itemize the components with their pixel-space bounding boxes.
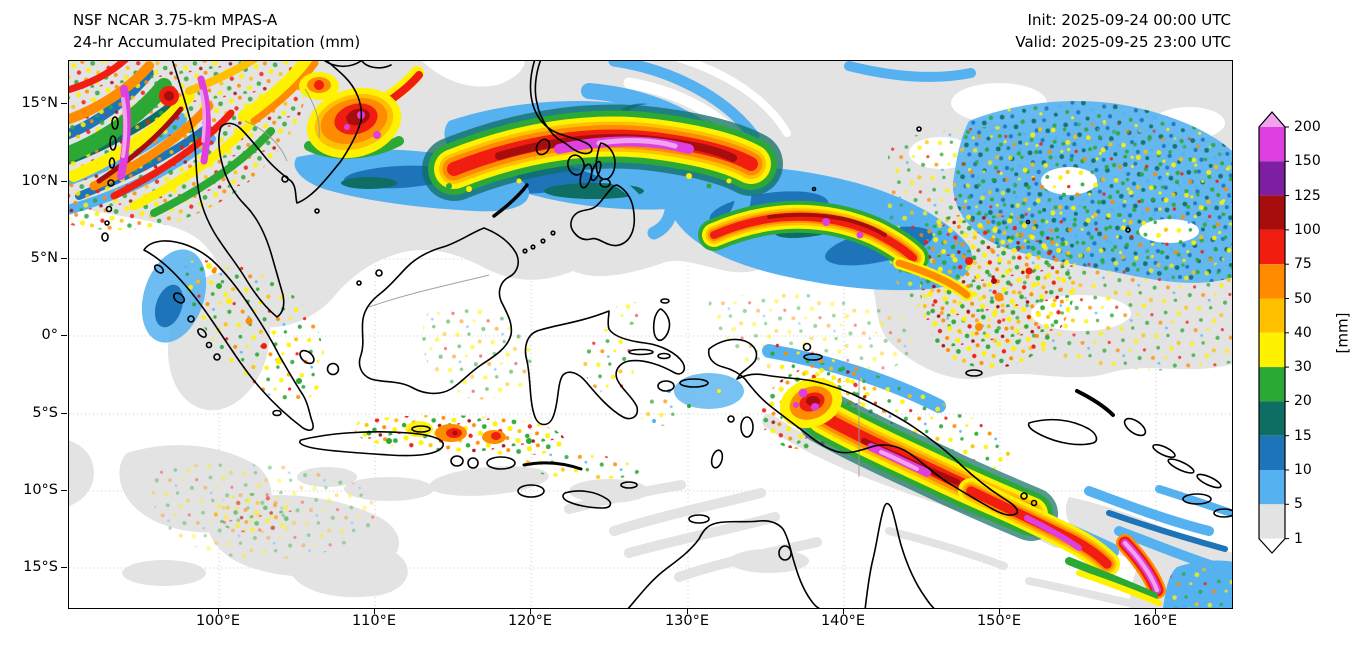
colorbar-tick-label: 125: [1294, 188, 1321, 204]
colorbar-tick-label: 150: [1294, 153, 1321, 169]
colorbar-tick-label: 100: [1294, 222, 1321, 238]
lat-tick-label: 15°N: [21, 95, 58, 111]
x-tick: [1155, 608, 1156, 614]
model-title: NSF NCAR 3.75-km MPAS-A: [73, 11, 278, 29]
country-borders: [244, 88, 860, 477]
colorbar-tick-label: 30: [1294, 359, 1312, 375]
map-axes: [68, 60, 1233, 609]
y-tick: [61, 258, 67, 259]
x-tick: [843, 608, 844, 614]
y-tick: [61, 181, 67, 182]
colorbar-tick-label: 15: [1294, 428, 1312, 444]
title-block: NSF NCAR 3.75-km MPAS-A 24-hr Accumulate…: [73, 9, 360, 53]
plot-title: 24-hr Accumulated Precipitation (mm): [73, 33, 361, 51]
colorbar-tick-label: 200: [1294, 119, 1321, 135]
x-tick: [218, 608, 219, 614]
colorbar-tick-label: 5: [1294, 496, 1303, 512]
colorbar: [1257, 110, 1291, 556]
colorbar-canvas: [1258, 111, 1289, 554]
time-block: Init: 2025-09-24 00:00 UTC Valid: 2025-0…: [1015, 9, 1231, 53]
x-tick: [999, 608, 1000, 614]
x-tick: [374, 608, 375, 614]
valid-time: Valid: 2025-09-25 23:00 UTC: [1015, 33, 1231, 51]
lon-tick-label: 160°E: [1132, 613, 1178, 629]
precip-heavy-bands: [69, 61, 1166, 606]
y-tick: [61, 335, 67, 336]
lat-tick-label: 5°N: [30, 250, 58, 266]
colorbar-tick-label: 20: [1294, 393, 1312, 409]
lon-tick-label: 130°E: [664, 613, 710, 629]
y-tick: [61, 567, 67, 568]
lon-tick-label: 150°E: [976, 613, 1022, 629]
colorbar-tick-label: 1: [1294, 531, 1303, 547]
colorbar-tick-label: 40: [1294, 325, 1312, 341]
colorbar-tick-label: 50: [1294, 291, 1312, 307]
lat-tick-label: 15°S: [23, 559, 58, 575]
lat-tick-label: 5°S: [32, 405, 58, 421]
lon-tick-label: 140°E: [820, 613, 866, 629]
x-tick: [530, 608, 531, 614]
lon-tick-label: 100°E: [195, 613, 241, 629]
lat-tick-label: 0°: [41, 327, 58, 343]
coastlines: [101, 61, 1232, 608]
lat-tick-label: 10°N: [21, 173, 58, 189]
x-tick: [687, 608, 688, 614]
colorbar-tick-label: 10: [1294, 462, 1312, 478]
lon-tick-label: 110°E: [351, 613, 397, 629]
colorbar-unit-label: [mm]: [1333, 312, 1352, 354]
init-time: Init: 2025-09-24 00:00 UTC: [1027, 11, 1231, 29]
y-tick: [61, 103, 67, 104]
y-tick: [61, 490, 67, 491]
lat-tick-label: 10°S: [23, 482, 58, 498]
map-canvas: [69, 61, 1232, 608]
y-tick: [61, 413, 67, 414]
colorbar-tick-label: 75: [1294, 256, 1312, 272]
lon-tick-label: 120°E: [507, 613, 553, 629]
